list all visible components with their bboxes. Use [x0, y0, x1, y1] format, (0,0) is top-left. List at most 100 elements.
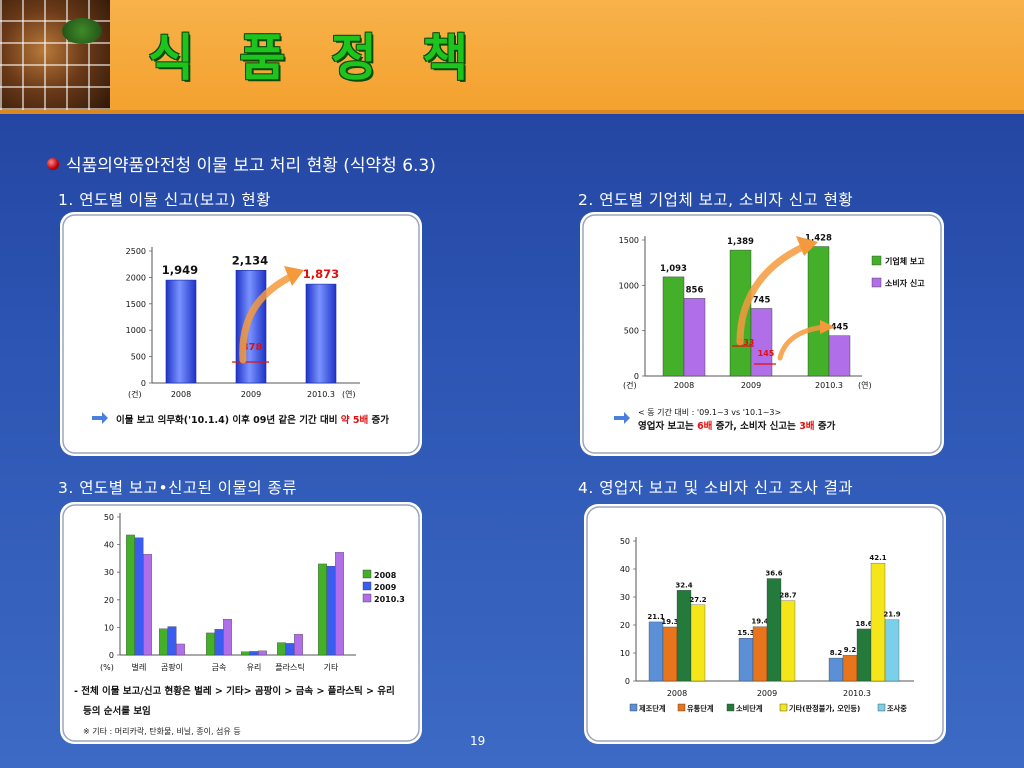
chart-3-xtick-label: 곰팡이 [161, 662, 183, 672]
chart-3-bar-기타-2010.3 [335, 552, 344, 656]
slide-title: 식 품 정 책 [148, 29, 483, 87]
chart-2-value-label: 1,428 [805, 234, 832, 244]
header-divider [0, 110, 1024, 114]
section-3-label: 3. 연도별 보고•신고된 이물의 종류 [58, 479, 298, 497]
chart-3-bar-플라스틱-2010.3 [294, 634, 303, 656]
chart-panel-1: 0 500 1000 1500 2000 2500 2008 1,949 2009 2,134 20… [60, 212, 422, 456]
chart-2-bar-2009-소비자 신고 [750, 308, 773, 377]
chart-3-legend-label: 2008 [374, 571, 397, 580]
chart-4-value-label: 28.7 [779, 592, 796, 600]
bullet-icon [47, 158, 59, 170]
chart-1-bar-2010.3 [305, 283, 337, 384]
chart-4-ytick-label: 10 [620, 649, 630, 658]
chart-2-value-label: 745 [753, 295, 771, 305]
chart-2-ytick-label: 500 [624, 327, 639, 336]
chart-4-bar-2010.3-제조단계 [828, 657, 844, 682]
chart-2-bar-2010.3-소비자 신고 [828, 335, 851, 377]
header-bar: 식 품 정 책 [0, 0, 1024, 112]
chart-3-bar-유리-2008 [241, 651, 250, 656]
chart-3-ytick-label: 30 [104, 568, 114, 577]
chart-4-bar-2008-소비단계 [676, 590, 692, 682]
chart-3-bar-기타-2009 [326, 565, 336, 656]
chart-1-xunit: (연) [342, 390, 356, 399]
chart-1-note-part: 약 5배 [341, 414, 368, 426]
chart-2-legend-label: 기업체 보고 [885, 256, 925, 266]
chart-2-note-arrow-icon [614, 412, 630, 424]
chart-2-xtick-label: 2010.3 [815, 381, 843, 390]
chart-4-bar-2010.3-조사중 [884, 619, 900, 682]
chart-4-value-label: 27.2 [689, 596, 706, 604]
chart-2-note-line2-part: 증가, 소비자 신고는 [712, 420, 799, 432]
chart-4-legend-label: 조사중 [887, 704, 907, 713]
chart-4-value-label: 21.9 [883, 611, 900, 619]
chart-1-bar-2009 [235, 270, 267, 384]
chart-3-xtick-label: 기타 [324, 663, 339, 672]
chart-4-value-label: 32.4 [675, 581, 692, 589]
chart-1-svg: 0 500 1000 1500 2000 2500 2008 1,949 2009 2,134 20… [62, 214, 420, 454]
chart-panel-3: 0 10 20 30 40 50 벌레 곰팡이 금속 유리 플라스틱 기타 (%) 2008 2009 201… [60, 502, 422, 744]
chart-3-bar-곰팡이-2010.3 [176, 643, 185, 656]
chart-3-ytick-label: 0 [109, 651, 114, 660]
chart-4-frame [586, 506, 944, 742]
slide-subtitle: 식품의약품안전청 이물 보고 처리 현황 (식약청 6.3) [66, 156, 436, 176]
chart-2-note-line1: < 동 기간 대비 : '09.1~3 vs '10.1~3> [638, 407, 781, 417]
chart-2-note-line2-part: 영업자 보고는 [638, 420, 697, 432]
chart-4-ytick-label: 0 [625, 677, 630, 686]
chart-4-ytick-label: 30 [620, 593, 630, 602]
chart-1-trend-arrow [239, 272, 296, 364]
chart-4-bar-2010.3-소비단계 [856, 628, 872, 682]
chart-4-ytick-label: 40 [620, 565, 630, 574]
chart-2-highlight-value: 233 [738, 338, 755, 347]
chart-1-ytick-label: 2000 [126, 273, 146, 282]
chart-4-svg: 0 10 20 30 40 50 21.119.3 32.4 27.2 2008 15.3 19.4 3… [586, 506, 944, 742]
chart-2-ytick-label: 1000 [619, 281, 639, 290]
chart-3-legend-label: 2010.3 [374, 595, 405, 604]
chart-2-frame [582, 214, 942, 454]
section-4-label: 4. 영업자 보고 및 소비자 신고 조사 결과 [578, 479, 854, 497]
chart-2-trend-arrowhead [820, 320, 835, 334]
chart-2-svg: 0 500 1000 1500 1,093 856 2008 1,389 745 2009 1,42… [582, 214, 942, 454]
chart-1-yunit: (건) [128, 389, 142, 399]
chart-3-ytick-label: 40 [104, 541, 114, 550]
chart-2-legend-swatch [871, 255, 882, 266]
chart-1-note-part: 이물 보고 의무화('10.1.4) 이후 09년 같은 기간 대비 [116, 414, 341, 426]
chart-3-xtick-label: 플라스틱 [275, 662, 304, 672]
chart-2-xtick-label: 2008 [674, 381, 694, 390]
chart-2-highlight-value: 145 [758, 349, 775, 358]
chart-4-bar-2009-제조단계 [738, 638, 754, 682]
chart-3-ytick-label: 20 [104, 596, 114, 605]
chart-3-xtick-label: 벌레 [132, 662, 147, 672]
chart-1-note-arrow-icon [92, 412, 108, 424]
chart-1-ytick-label: 2500 [126, 247, 146, 256]
chart-4-value-label: 18.6 [855, 620, 872, 628]
chart-3-bar-플라스틱-2008 [277, 642, 286, 656]
chart-4-bar-2009-유통단계 [752, 626, 768, 682]
chart-3-bar-벌레-2008 [126, 534, 135, 656]
chart-4-xtick-label: 2008 [667, 689, 687, 698]
chart-3-bar-플라스틱-2009 [285, 643, 295, 656]
chart-3-svg: 0 10 20 30 40 50 벌레 곰팡이 금속 유리 플라스틱 기타 (%) 2008 2009 201… [62, 504, 420, 742]
chart-2-legend-label: 소비자 신고 [885, 278, 925, 288]
chart-4-xtick-label: 2009 [757, 689, 777, 698]
chart-1-ytick-label: 0 [141, 379, 146, 388]
chart-4-value-label: 9.2 [844, 646, 857, 654]
chart-4-legend-swatch [779, 703, 788, 712]
chart-3-bar-유리-2009 [249, 651, 259, 656]
chart-3-ytick-label: 50 [104, 513, 114, 522]
chart-3-legend-swatch [362, 581, 372, 591]
chart-1-ytick-label: 1500 [126, 300, 146, 309]
chart-2-bar-2010.3-기업체 보고 [807, 246, 830, 377]
chart-3-bar-기타-2008 [318, 563, 327, 656]
chart-2-legend-swatch [871, 277, 882, 288]
chart-1-ytick-label: 1000 [126, 326, 146, 335]
chart-2-trend-arrow [777, 324, 828, 361]
chart-4-legend-swatch [877, 703, 886, 712]
chart-1-highlight-value: 378 [242, 342, 263, 353]
chart-1-frame [62, 214, 420, 454]
chart-3-bar-곰팡이-2008 [159, 628, 168, 656]
chart-2-xunit: (연) [858, 381, 872, 390]
chart-1-value-label: 1,873 [303, 267, 339, 281]
chart-3-xtick-label: 금속 [212, 663, 227, 672]
chart-1-note-part: 증가 [368, 414, 389, 426]
chart-3-footnote: ※ 기타 : 머리카락, 탄화물, 비닐, 종이, 섬유 등 [83, 726, 241, 736]
